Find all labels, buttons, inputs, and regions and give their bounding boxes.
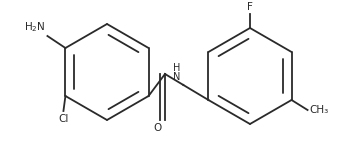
Text: F: F [247, 2, 253, 12]
Text: H
N: H N [173, 63, 180, 82]
Text: H$_2$N: H$_2$N [24, 20, 45, 34]
Text: CH₃: CH₃ [310, 105, 329, 115]
Text: O: O [153, 123, 161, 133]
Text: Cl: Cl [58, 114, 69, 124]
